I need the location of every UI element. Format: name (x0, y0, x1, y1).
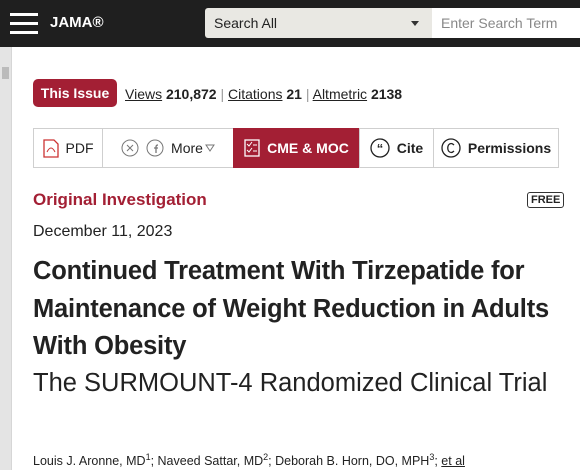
et-al-link[interactable]: et al (441, 454, 465, 469)
svg-text:“: “ (377, 141, 384, 156)
dropdown-arrow (411, 21, 419, 26)
search-placeholder: Enter Search Term (441, 15, 558, 31)
logo[interactable]: JAMA® (50, 14, 104, 31)
quote-icon: “ (370, 138, 390, 158)
top-bar: JAMA® Search All Enter Search Term (0, 0, 580, 47)
citations-count: 21 (286, 86, 302, 102)
views-link[interactable]: Views (125, 86, 163, 102)
cme-label: CME & MOC (267, 140, 349, 156)
author-name[interactable]: Naveed Sattar, MD (157, 454, 264, 469)
article-title: Continued Treatment With Tirzepatide for… (33, 257, 549, 360)
copyright-icon (441, 138, 461, 158)
permissions-label: Permissions (467, 140, 552, 156)
citations-link[interactable]: Citations (228, 86, 283, 102)
cite-button[interactable]: “ Cite (359, 128, 434, 168)
author-name[interactable]: Louis J. Aronne, MD (33, 454, 146, 469)
more-label: More (171, 140, 203, 156)
facebook-icon (146, 139, 164, 157)
menu-icon[interactable] (10, 12, 38, 34)
publish-date: December 11, 2023 (33, 223, 173, 240)
altmetric-count: 2138 (370, 86, 403, 102)
views-count: 210,872 (165, 86, 217, 102)
author-affiliation: 1 (145, 452, 151, 462)
search-scope-text: Search All (214, 15, 278, 31)
checklist-icon (244, 139, 260, 157)
cite-label: Cite (396, 140, 424, 156)
pdf-label: PDF (65, 140, 94, 156)
pdf-button[interactable]: PDF (33, 128, 103, 168)
share-more-button[interactable]: More (102, 128, 234, 168)
author-affiliation: 3 (429, 452, 435, 462)
article-type: Original Investigation (33, 190, 207, 209)
author-affiliation: 2 (263, 452, 269, 462)
this-issue-button[interactable]: This Issue (33, 79, 117, 107)
pdf-icon (42, 138, 59, 158)
metrics: Views 210,872 | Citations 21 | Altmetric… (125, 86, 403, 102)
altmetric-link[interactable]: Altmetric (312, 86, 368, 102)
free-badge: FREE (527, 192, 565, 208)
scroll-thumb[interactable] (2, 67, 9, 79)
search-scope[interactable]: Search All (205, 8, 432, 38)
article-subtitle: The SURMOUNT-4 Randomized Clinical Trial (33, 369, 548, 397)
x-icon (121, 139, 139, 157)
cme-moc-button[interactable]: CME & MOC (233, 128, 360, 168)
author-name[interactable]: Deborah B. Horn, DO, MPH (275, 454, 430, 469)
author-list: Louis J. Aronne, MD1; Naveed Sattar, MD2… (33, 452, 465, 469)
side-strip (0, 47, 12, 470)
more-arrow (205, 144, 215, 152)
search-input[interactable]: Enter Search Term (432, 8, 580, 38)
permissions-button[interactable]: Permissions (433, 128, 559, 168)
